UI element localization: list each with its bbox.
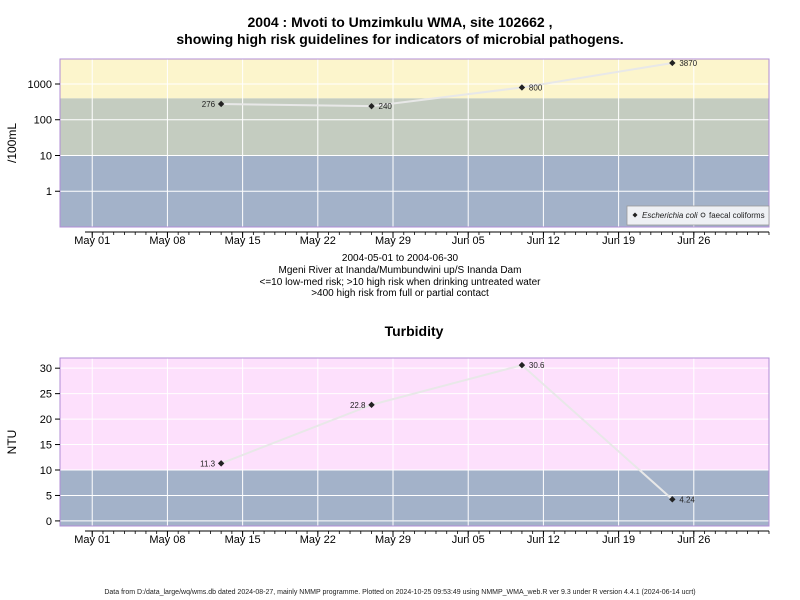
y-tick-label: 0 xyxy=(46,516,52,528)
y-tick-label: 30 xyxy=(40,363,52,375)
data-point xyxy=(669,496,676,503)
legend-marker-ecoli xyxy=(632,212,638,218)
data-label: 22.8 xyxy=(350,401,366,410)
x-tick-label: May 01 xyxy=(74,534,110,546)
legend-marker-faecal xyxy=(700,212,706,218)
x-tick-label: Jun 12 xyxy=(527,534,560,546)
risk-band-0 xyxy=(60,470,769,526)
data-point xyxy=(217,100,225,108)
data-point xyxy=(669,59,676,67)
y-tick-label: 10 xyxy=(40,150,52,162)
data-label: 276 xyxy=(202,100,216,109)
series-line xyxy=(221,61,673,108)
x-tick-label: May 15 xyxy=(225,534,261,546)
x-tick-label: Jun 26 xyxy=(677,235,710,247)
y-tick-label: 20 xyxy=(40,414,52,426)
data-label: 4.24 xyxy=(679,495,695,504)
risk-band-1 xyxy=(60,358,769,470)
data-label: 240 xyxy=(379,102,393,111)
x-tick-label: Jun 05 xyxy=(452,534,485,546)
x-tick-label: May 22 xyxy=(300,534,336,546)
data-point xyxy=(217,460,225,467)
x-tick-label: May 08 xyxy=(149,534,185,546)
x-tick-label: Jun 19 xyxy=(602,235,635,247)
y-tick-label: 15 xyxy=(40,440,52,452)
series-line xyxy=(220,364,673,501)
footer-note: Data from D:/data_large/wq/wms.db dated … xyxy=(104,589,696,596)
x-tick-label: May 01 xyxy=(74,235,110,247)
y-axis-label: /100mL xyxy=(5,123,19,163)
y-tick-label: 10 xyxy=(40,465,52,477)
guideline-text-contact: >400 high risk from full or partial cont… xyxy=(311,288,489,299)
data-point xyxy=(518,84,526,91)
x-tick-label: May 22 xyxy=(300,235,336,247)
x-tick-label: Jun 12 xyxy=(527,235,560,247)
data-label: 3870 xyxy=(679,59,697,68)
x-tick-label: May 29 xyxy=(375,534,411,546)
y-tick-label: 1 xyxy=(46,186,52,198)
site-name-text: Mgeni River at Inanda/Mumbundwini up/S I… xyxy=(278,265,522,276)
data-label: 11.3 xyxy=(200,459,216,468)
y-tick-label: 5 xyxy=(46,490,52,502)
data-point xyxy=(368,401,375,409)
x-tick-label: Jun 19 xyxy=(602,534,635,546)
data-label: 800 xyxy=(529,83,543,92)
plot-border xyxy=(59,357,770,527)
chart-title-line-2: showing high risk guidelines for indicat… xyxy=(176,31,624,47)
data-label: 30.6 xyxy=(529,361,545,370)
data-point xyxy=(368,102,375,110)
legend-label-faecal: faecal coliforms xyxy=(709,211,765,220)
y-tick-label: 100 xyxy=(34,115,52,127)
plot-border xyxy=(59,58,770,228)
y-tick-label: 25 xyxy=(40,389,52,401)
y-tick-label: 1000 xyxy=(28,79,52,91)
x-tick-label: Jun 26 xyxy=(677,534,710,546)
x-tick-label: May 29 xyxy=(375,235,411,247)
chart-title-line-1: 2004 : Mvoti to Umzimkulu WMA, site 1026… xyxy=(247,14,553,30)
risk-band-1 xyxy=(60,98,769,156)
legend-box xyxy=(626,205,770,226)
x-tick-label: May 15 xyxy=(225,235,261,247)
legend-label-ecoli: Escherichia coli xyxy=(642,211,698,220)
data-point xyxy=(518,361,526,369)
date-range-text: 2004-05-01 to 2004-06-30 xyxy=(341,253,459,264)
turbidity-title: Turbidity xyxy=(384,323,444,339)
x-tick-label: Jun 05 xyxy=(452,235,485,247)
y-axis-label: NTU xyxy=(5,430,19,455)
x-tick-label: May 08 xyxy=(149,235,185,247)
guideline-text-drinking: <=10 low-med risk; >10 high risk when dr… xyxy=(259,277,541,288)
